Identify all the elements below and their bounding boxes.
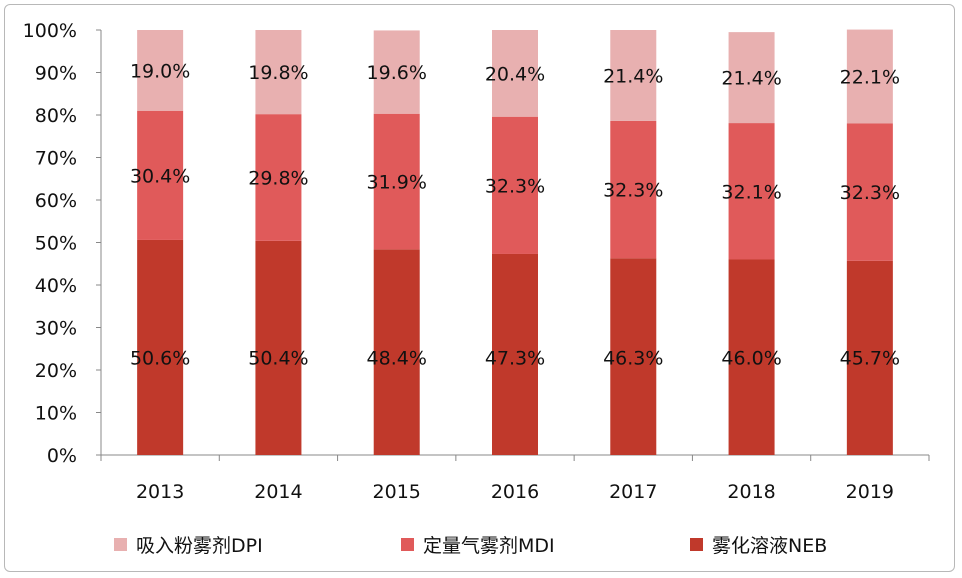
data-label: 46.0% [721, 347, 781, 369]
bar-segment [610, 120, 657, 259]
data-label: 29.8% [248, 167, 308, 189]
y-tick-label: 60% [35, 190, 77, 212]
x-tick-label: 2013 [136, 481, 184, 503]
y-tick-label: 70% [35, 148, 77, 170]
bar-segment [137, 239, 184, 455]
bar-segment [492, 116, 538, 254]
data-label: 32.1% [721, 181, 781, 203]
y-tick-label: 30% [35, 318, 77, 340]
data-label: 22.1% [840, 67, 900, 89]
bar-segment [610, 258, 657, 455]
data-label: 19.6% [367, 62, 427, 84]
bar-segment [728, 259, 775, 455]
bar-segment [255, 240, 302, 455]
bar-segment [728, 32, 775, 124]
y-tick-label: 80% [35, 105, 77, 127]
legend-swatch [690, 538, 703, 551]
y-tick-label: 10% [35, 403, 77, 425]
data-label: 45.7% [840, 347, 900, 369]
bar-segment [728, 123, 775, 260]
data-label: 50.4% [248, 347, 308, 369]
data-label: 32.3% [485, 175, 545, 197]
bar-segment [255, 30, 302, 115]
x-tick-label: 2017 [609, 481, 657, 503]
bar-segment [255, 114, 302, 241]
x-tick-label: 2019 [846, 481, 894, 503]
y-tick-label: 90% [35, 63, 77, 85]
bar-segment [610, 30, 657, 121]
bar-segment [492, 253, 538, 455]
x-tick-label: 2016 [491, 481, 539, 503]
x-tick-label: 2015 [373, 481, 421, 503]
data-label: 50.6% [130, 347, 190, 369]
data-label: 20.4% [485, 63, 545, 85]
data-label: 19.0% [130, 60, 190, 82]
legend-label: 雾化溶液NEB [712, 535, 827, 557]
data-label: 21.4% [603, 65, 663, 87]
y-tick-label: 50% [35, 233, 77, 255]
bar-segment [373, 249, 420, 455]
data-label: 47.3% [485, 347, 545, 369]
y-tick-label: 0% [47, 445, 77, 467]
bar-segment [137, 110, 184, 240]
data-label: 46.3% [603, 347, 663, 369]
legend-swatch [114, 538, 127, 551]
bar-segment [373, 113, 420, 250]
bar-segment [846, 123, 893, 261]
bar-segment [846, 29, 893, 124]
bar-segment [492, 30, 538, 117]
data-label: 31.9% [367, 172, 427, 194]
y-tick-label: 40% [35, 275, 77, 297]
legend-label: 定量气雾剂MDI [423, 535, 555, 557]
data-label: 30.4% [130, 165, 190, 187]
data-label: 32.3% [603, 180, 663, 202]
legend-swatch [401, 538, 414, 551]
data-label: 48.4% [367, 347, 427, 369]
data-label: 32.3% [840, 182, 900, 204]
bar-segment [373, 30, 420, 114]
x-tick-label: 2018 [727, 481, 775, 503]
x-tick-label: 2014 [254, 481, 302, 503]
bar-segment [137, 30, 184, 111]
y-tick-label: 20% [35, 360, 77, 382]
y-tick-label: 100% [23, 20, 77, 42]
legend-label: 吸入粉雾剂DPI [136, 535, 263, 557]
bar-segment [846, 260, 893, 455]
data-label: 21.4% [721, 68, 781, 90]
data-label: 19.8% [248, 62, 308, 84]
